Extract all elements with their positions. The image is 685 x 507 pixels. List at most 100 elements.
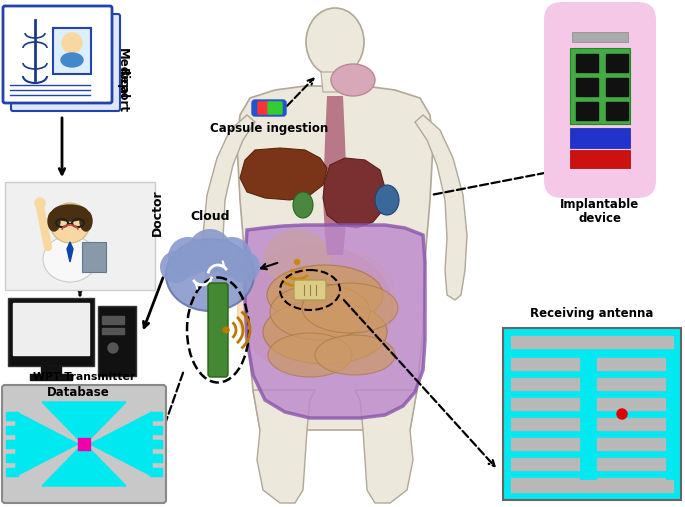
Ellipse shape bbox=[375, 185, 399, 215]
Circle shape bbox=[223, 327, 229, 333]
Text: Doctor: Doctor bbox=[151, 190, 164, 236]
Ellipse shape bbox=[263, 300, 387, 364]
Bar bbox=[570, 150, 630, 168]
Ellipse shape bbox=[228, 251, 260, 283]
Ellipse shape bbox=[295, 252, 395, 338]
Bar bbox=[597, 438, 665, 450]
Polygon shape bbox=[323, 158, 385, 228]
Polygon shape bbox=[16, 412, 78, 476]
Bar bbox=[576, 78, 598, 96]
Bar bbox=[511, 478, 579, 490]
Circle shape bbox=[617, 409, 627, 419]
Ellipse shape bbox=[315, 335, 395, 375]
FancyBboxPatch shape bbox=[258, 102, 272, 114]
Ellipse shape bbox=[52, 205, 88, 221]
Bar bbox=[597, 458, 665, 470]
FancyBboxPatch shape bbox=[208, 283, 228, 377]
Ellipse shape bbox=[43, 236, 97, 282]
Bar bbox=[102, 316, 124, 324]
Bar bbox=[53, 28, 91, 74]
Circle shape bbox=[50, 203, 90, 243]
FancyBboxPatch shape bbox=[544, 2, 656, 198]
Ellipse shape bbox=[212, 237, 252, 277]
Bar bbox=[597, 398, 665, 410]
Text: Database: Database bbox=[47, 386, 110, 399]
Bar bbox=[606, 54, 628, 72]
Bar bbox=[597, 418, 665, 430]
FancyBboxPatch shape bbox=[252, 100, 286, 116]
Bar bbox=[511, 336, 673, 348]
Ellipse shape bbox=[264, 231, 329, 285]
Polygon shape bbox=[245, 225, 425, 418]
Bar bbox=[150, 454, 162, 462]
Bar bbox=[6, 468, 18, 476]
Polygon shape bbox=[203, 115, 255, 300]
Polygon shape bbox=[42, 402, 126, 439]
Text: Capsule ingestion: Capsule ingestion bbox=[210, 122, 328, 135]
Ellipse shape bbox=[166, 239, 254, 311]
Bar bbox=[511, 398, 579, 410]
Polygon shape bbox=[355, 390, 417, 503]
Bar bbox=[511, 480, 673, 492]
Bar bbox=[5, 182, 155, 290]
Bar bbox=[511, 418, 579, 430]
Text: Report: Report bbox=[116, 68, 129, 113]
Bar bbox=[511, 458, 579, 470]
Ellipse shape bbox=[270, 284, 370, 340]
Bar bbox=[6, 412, 18, 420]
Text: Receiving antenna: Receiving antenna bbox=[530, 307, 653, 320]
Polygon shape bbox=[240, 148, 327, 200]
Bar bbox=[606, 102, 628, 120]
Polygon shape bbox=[90, 412, 152, 476]
Bar bbox=[150, 412, 162, 420]
Circle shape bbox=[108, 343, 118, 353]
Bar bbox=[13, 303, 89, 355]
FancyBboxPatch shape bbox=[2, 385, 166, 503]
Bar bbox=[511, 378, 579, 390]
Bar bbox=[150, 440, 162, 448]
Ellipse shape bbox=[268, 333, 352, 377]
Text: device: device bbox=[579, 212, 621, 225]
Bar bbox=[98, 306, 136, 376]
Bar bbox=[576, 54, 598, 72]
Bar bbox=[30, 374, 72, 380]
Text: Medical: Medical bbox=[116, 48, 129, 99]
Bar bbox=[41, 366, 61, 374]
FancyBboxPatch shape bbox=[11, 14, 120, 111]
FancyBboxPatch shape bbox=[3, 6, 112, 103]
Bar bbox=[511, 438, 579, 450]
Bar bbox=[503, 328, 681, 500]
Ellipse shape bbox=[302, 283, 398, 333]
Circle shape bbox=[295, 260, 299, 265]
Text: WPT Transmitter: WPT Transmitter bbox=[33, 372, 135, 382]
Ellipse shape bbox=[331, 64, 375, 96]
Ellipse shape bbox=[306, 8, 364, 76]
Bar bbox=[8, 298, 94, 366]
Bar bbox=[570, 128, 630, 148]
Ellipse shape bbox=[238, 245, 393, 375]
Circle shape bbox=[62, 33, 82, 53]
Circle shape bbox=[35, 198, 45, 208]
Polygon shape bbox=[323, 96, 347, 255]
Bar bbox=[570, 48, 630, 124]
Ellipse shape bbox=[80, 211, 92, 231]
Bar bbox=[150, 426, 162, 434]
Polygon shape bbox=[42, 449, 126, 486]
FancyBboxPatch shape bbox=[268, 102, 282, 114]
Polygon shape bbox=[253, 390, 315, 503]
Bar bbox=[576, 102, 598, 120]
Polygon shape bbox=[67, 242, 73, 262]
Text: Implantable: Implantable bbox=[560, 198, 640, 211]
Bar bbox=[511, 358, 579, 370]
Bar bbox=[6, 454, 18, 462]
Ellipse shape bbox=[61, 53, 83, 67]
Bar bbox=[102, 328, 124, 334]
Bar bbox=[597, 478, 665, 490]
Ellipse shape bbox=[293, 192, 313, 218]
Bar bbox=[78, 438, 90, 450]
Bar bbox=[597, 378, 665, 390]
Bar bbox=[150, 468, 162, 476]
Ellipse shape bbox=[160, 251, 192, 283]
Ellipse shape bbox=[168, 237, 208, 277]
Ellipse shape bbox=[267, 265, 383, 325]
